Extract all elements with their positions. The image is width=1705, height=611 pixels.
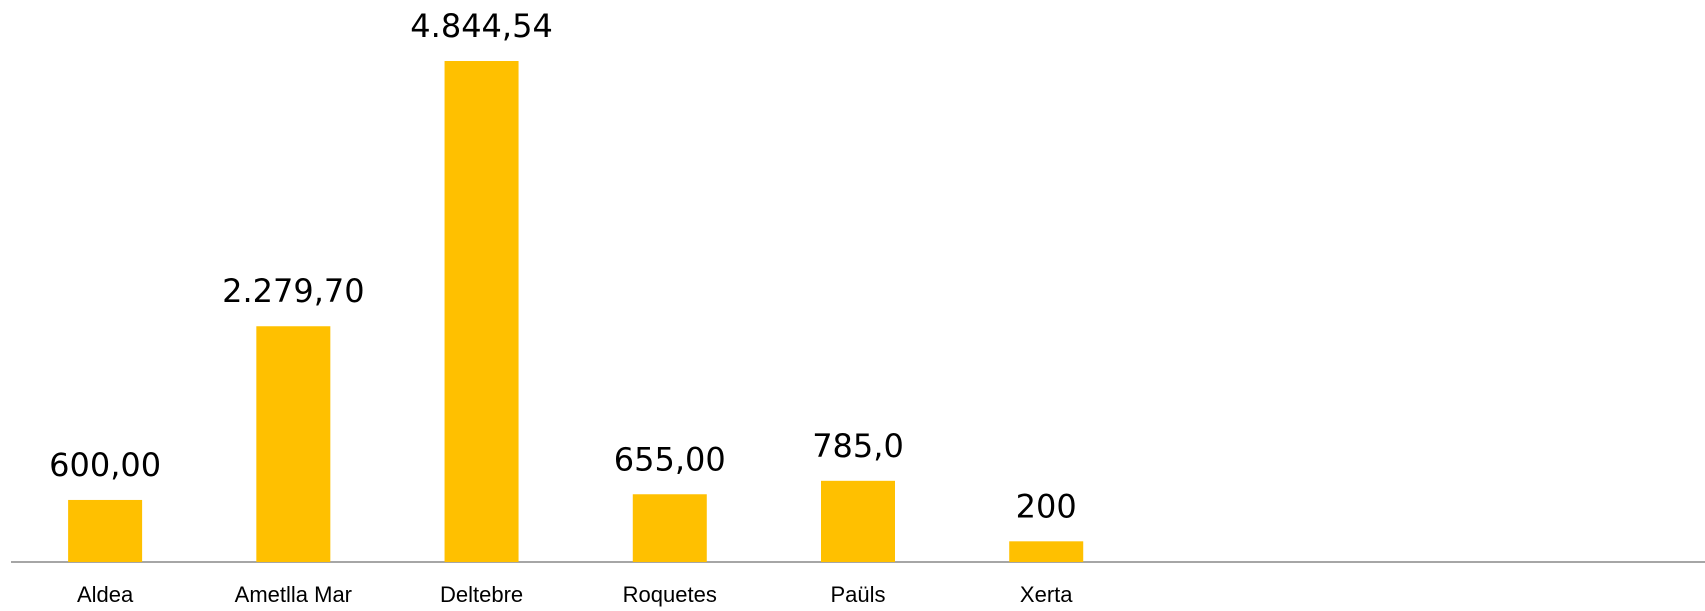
x-tick-label: Roquetes [623,582,717,607]
x-tick-label: Ametlla Mar [235,582,352,607]
data-label: 2.279,70 [222,272,365,310]
bar [1009,541,1084,562]
data-label: 4.844,54 [410,7,553,45]
data-label: 200 [1016,487,1077,525]
data-label: 600,00 [49,446,161,484]
bar [444,61,519,562]
bar [68,499,143,562]
bar [632,494,707,562]
x-tick-label: Aldea [77,582,134,607]
bar [821,480,895,562]
x-tick-label: Paüls [830,582,885,607]
x-tick-label: Xerta [1020,582,1073,607]
data-label: 655,00 [614,440,726,478]
bar [256,326,331,562]
data-label: 785,0 [812,427,904,465]
x-tick-label: Deltebre [440,582,523,607]
